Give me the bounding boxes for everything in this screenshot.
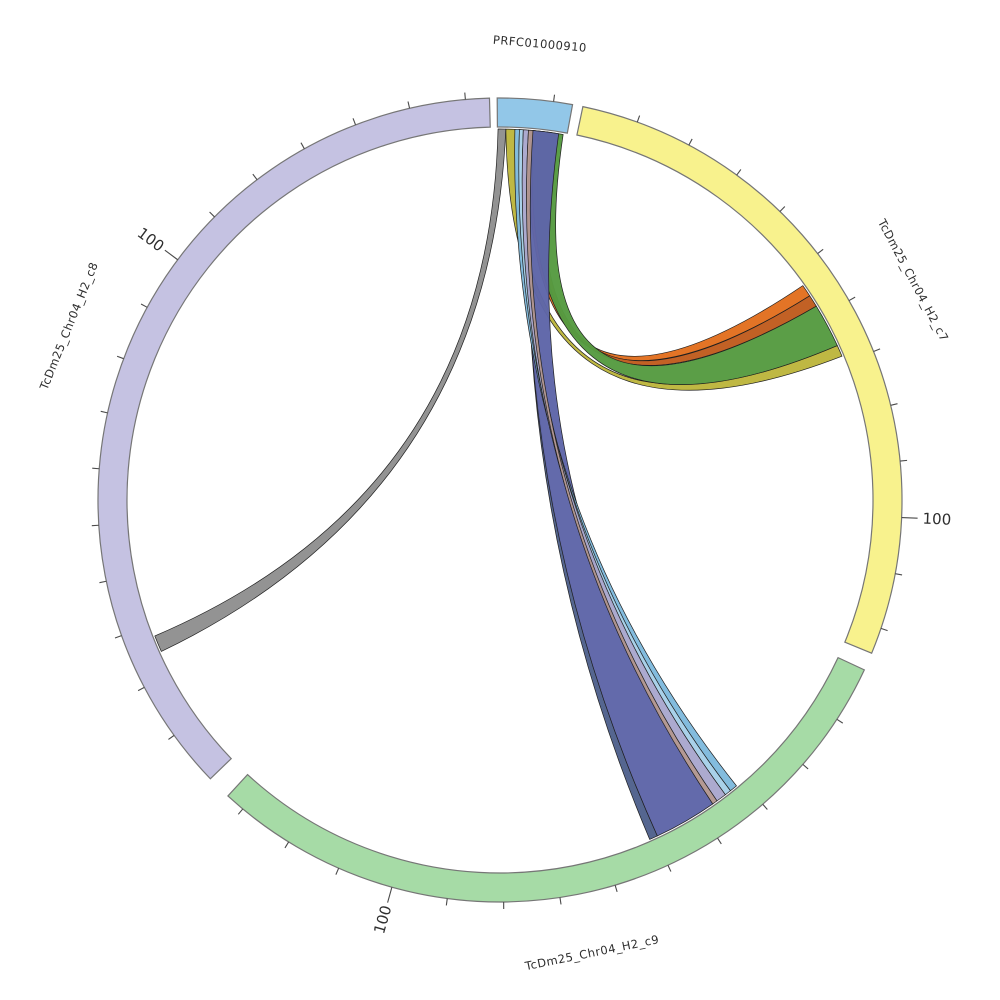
tick-TcDm25_Chr04_H2_c9-40 (717, 837, 722, 845)
segment-arc-TcDm25_Chr04_H2_c7 (576, 105, 903, 654)
ribbon-gray (154, 128, 507, 652)
tick-TcDm25_Chr04_H2_c9-10 (836, 718, 844, 724)
tick-TcDm25_Chr04_H2_c9-90 (445, 898, 448, 906)
tick-TcDm25_Chr04_H2_c8-30 (114, 635, 122, 639)
tick-TcDm25_Chr04_H2_c9-100 (387, 887, 393, 903)
tick-TcDm25_Chr04_H2_c7-110 (895, 573, 903, 576)
tick-TcDm25_Chr04_H2_c9-120 (284, 841, 290, 849)
tick-TcDm25_Chr04_H2_c7-20 (688, 138, 693, 146)
tick-TcDm25_Chr04_H2_c8-80 (116, 355, 124, 360)
tick-TcDm25_Chr04_H2_c8-140 (352, 118, 357, 126)
tick-TcDm25_Chr04_H2_c7-120 (880, 627, 888, 632)
tick-TcDm25_Chr04_H2_c9-50 (667, 864, 672, 872)
tick-TcDm25_Chr04_H2_c7-50 (817, 248, 824, 255)
tick-TcDm25_Chr04_H2_c8-110 (209, 211, 215, 218)
tick-TcDm25_Chr04_H2_c7-70 (873, 348, 881, 353)
tick-TcDm25_Chr04_H2_c7-100 (901, 516, 918, 519)
tick-TcDm25_Chr04_H2_c9-30 (762, 803, 768, 810)
tick-TcDm25_Chr04_H2_c7-30 (736, 169, 742, 176)
tick-TcDm25_Chr04_H2_c8-10 (168, 734, 175, 740)
tick-TcDm25_Chr04_H2_c9-60 (614, 885, 618, 893)
tick-TcDm25_Chr04_H2_c9-110 (335, 867, 340, 875)
tick-TcDm25_Chr04_H2_c9-130 (237, 808, 244, 815)
tick-TcDm25_Chr04_H2_c8-40 (99, 580, 107, 584)
tick-TcDm25_Chr04_H2_c8-130 (300, 142, 305, 150)
ribbon-rosybrown (526, 129, 718, 805)
tick-TcDm25_Chr04_H2_c8-100 (164, 249, 179, 261)
tick-TcDm25_Chr04_H2_c9-70 (559, 897, 562, 905)
tick-TcDm25_Chr04_H2_c7-90 (900, 459, 908, 462)
tick-TcDm25_Chr04_H2_c7-40 (779, 206, 786, 212)
tick-TcDm25_Chr04_H2_c8-70 (100, 410, 108, 414)
tick-TcDm25_Chr04_H2_c7-80 (890, 403, 898, 406)
segment-arc-TcDm25_Chr04_H2_c9 (227, 656, 866, 903)
tick-PRFC01000910-10 (553, 94, 556, 102)
segment-arc-PRFC01000910 (496, 97, 574, 134)
tick-TcDm25_Chr04_H2_c8-20 (137, 686, 145, 692)
tick-TcDm25_Chr04_H2_c9-20 (802, 763, 809, 770)
tick-TcDm25_Chr04_H2_c8-90 (140, 303, 148, 308)
segment-arc-TcDm25_Chr04_H2_c8 (97, 97, 491, 780)
tick-TcDm25_Chr04_H2_c8-160 (464, 92, 466, 100)
tick-TcDm25_Chr04_H2_c8-150 (407, 101, 411, 109)
tick-TcDm25_Chr04_H2_c8-60 (92, 467, 100, 470)
ribbon-green (531, 130, 838, 385)
tick-TcDm25_Chr04_H2_c8-120 (252, 173, 258, 181)
tick-TcDm25_Chr04_H2_c7-10 (636, 115, 641, 123)
tick-TcDm25_Chr04_H2_c7-60 (848, 296, 856, 302)
scale-label-TcDm25_Chr04_H2_c7: 100 (922, 510, 951, 529)
